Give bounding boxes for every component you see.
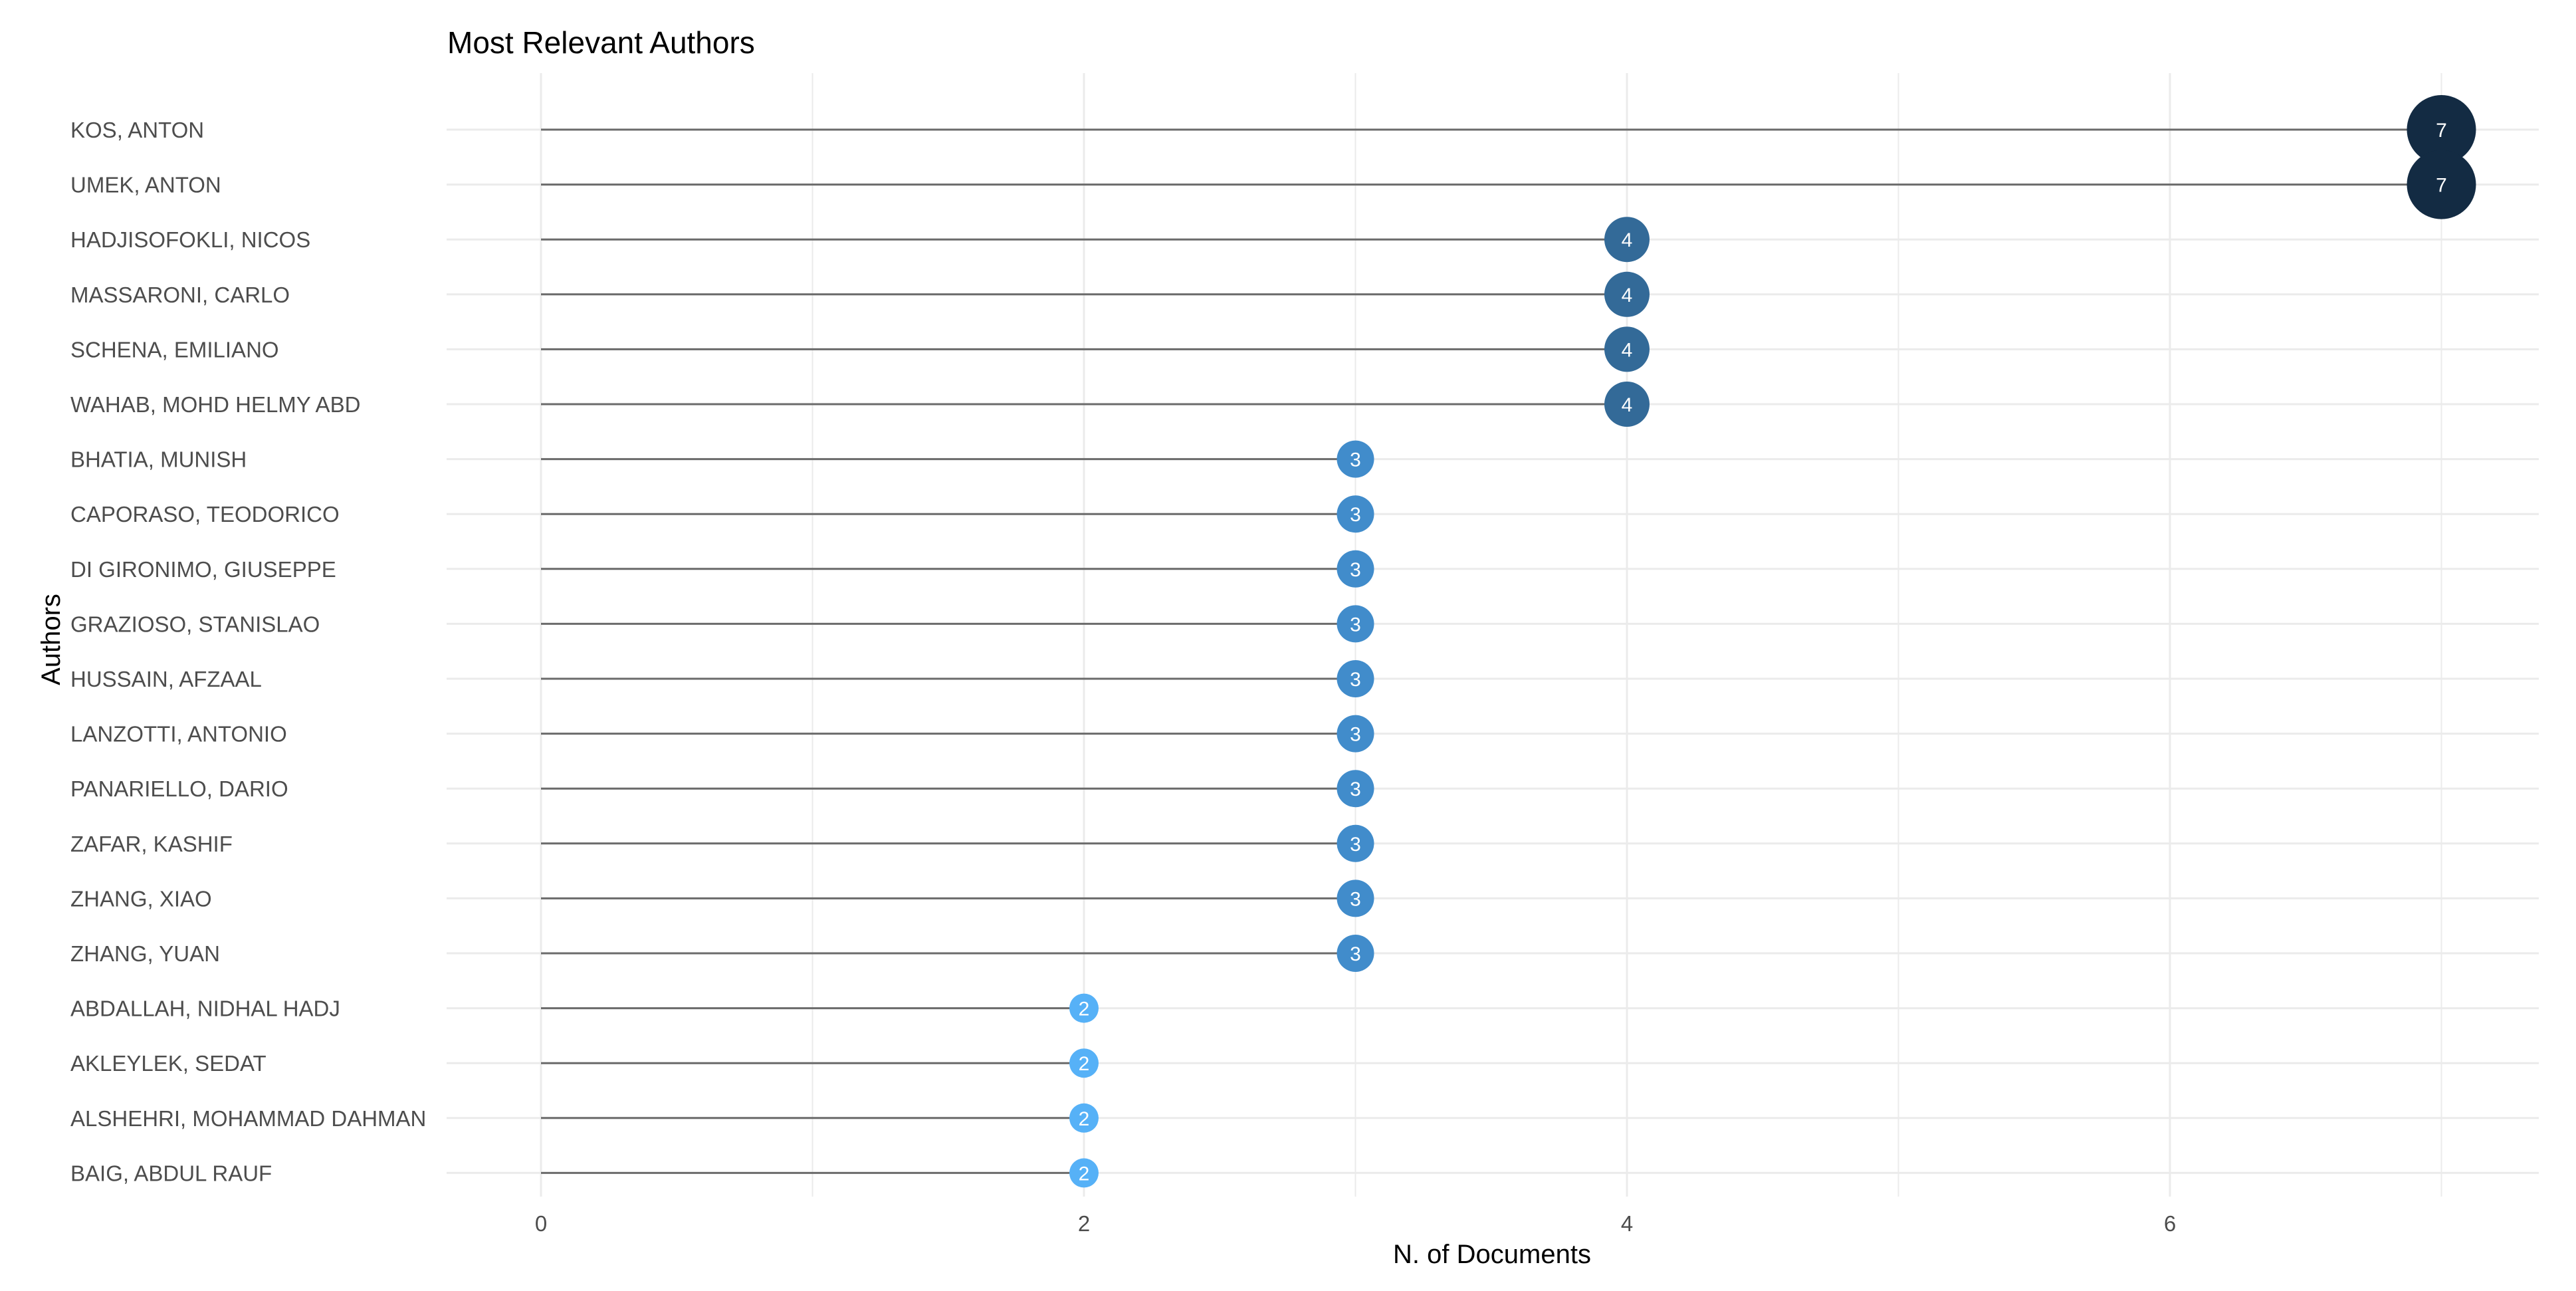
x-axis-tick-labels: 0 2 4 6 <box>535 1211 2176 1236</box>
point-layer: 7 7 4 4 4 4 3 3 3 3 3 3 3 3 3 3 2 2 2 2 <box>1069 95 2476 1188</box>
point-value-label: 7 <box>2436 120 2447 142</box>
y-tick-label: BAIG, ABDUL RAUF <box>70 1161 272 1185</box>
y-tick-label: PANARIELLO, DARIO <box>70 776 288 801</box>
lollipop-point <box>1337 715 1374 753</box>
y-axis-title: Authors <box>37 594 66 685</box>
y-tick-label: HUSSAIN, AFZAAL <box>70 667 262 691</box>
lollipop-point <box>1337 770 1374 808</box>
lollipop-point <box>2407 150 2476 219</box>
point-value-label: 2 <box>1079 1108 1090 1130</box>
point-value-label: 4 <box>1622 394 1633 416</box>
y-tick-label: ZHANG, XIAO <box>70 886 212 911</box>
chart-title: Most Relevant Authors <box>447 25 755 60</box>
grid-layer <box>447 73 2539 1197</box>
y-tick-label: KOS, ANTON <box>70 118 204 142</box>
lollipop-point <box>2407 95 2476 164</box>
lollipop-point <box>1069 1048 1099 1078</box>
lollipop-point <box>1604 326 1650 372</box>
lollipop-point <box>1069 1158 1099 1188</box>
lollipop-point <box>1604 217 1650 263</box>
y-tick-label: WAHAB, MOHD HELMY ABD <box>70 392 360 417</box>
lollipop-point <box>1337 880 1374 917</box>
x-tick-label: 2 <box>1078 1211 1090 1236</box>
y-tick-label: BHATIA, MUNISH <box>70 447 247 472</box>
lollipop-point <box>1069 993 1099 1023</box>
point-value-label: 3 <box>1350 724 1361 746</box>
point-value-label: 7 <box>2436 175 2447 197</box>
stem-layer <box>541 128 2442 1174</box>
lollipop-point <box>1604 271 1650 317</box>
lollipop-point <box>1337 550 1374 588</box>
lollipop-point <box>1337 495 1374 533</box>
point-value-label: 4 <box>1622 339 1633 361</box>
y-tick-label: GRAZIOSO, STANISLAO <box>70 612 320 636</box>
y-tick-label: ALSHEHRI, MOHAMMAD DAHMAN <box>70 1106 426 1131</box>
y-tick-label: ZAFAR, KASHIF <box>70 832 233 856</box>
point-value-label: 3 <box>1350 778 1361 800</box>
point-value-label: 3 <box>1350 834 1361 856</box>
lollipop-point <box>1337 605 1374 643</box>
y-tick-label: UMEK, ANTON <box>70 173 221 197</box>
point-value-label: 3 <box>1350 669 1361 691</box>
y-axis-tick-labels: KOS, ANTON UMEK, ANTON HADJISOFOKLI, NICOS… <box>70 118 426 1185</box>
y-tick-label: ZHANG, YUAN <box>70 941 220 966</box>
y-tick-label: ABDALLAH, NIDHAL HADJ <box>70 997 340 1021</box>
point-value-label: 3 <box>1350 888 1361 910</box>
lollipop-point <box>1337 660 1374 697</box>
y-tick-label: AKLEYLEK, SEDAT <box>70 1051 267 1076</box>
x-tick-label: 4 <box>1621 1211 1633 1236</box>
point-value-label: 4 <box>1622 285 1633 306</box>
point-value-label: 2 <box>1079 998 1090 1020</box>
point-value-label: 4 <box>1622 229 1633 251</box>
y-tick-label: DI GIRONIMO, GIUSEPPE <box>70 557 336 582</box>
point-value-label: 3 <box>1350 504 1361 526</box>
point-value-label: 3 <box>1350 559 1361 581</box>
x-tick-label: 0 <box>535 1211 547 1236</box>
y-tick-label: SCHENA, EMILIANO <box>70 337 279 362</box>
lollipop-point <box>1604 382 1650 427</box>
x-tick-label: 6 <box>2164 1211 2176 1236</box>
x-axis-title: N. of Documents <box>1393 1240 1591 1269</box>
y-tick-label: MASSARONI, CARLO <box>70 283 290 307</box>
point-value-label: 3 <box>1350 449 1361 471</box>
point-value-label: 3 <box>1350 943 1361 965</box>
point-value-label: 3 <box>1350 614 1361 636</box>
point-value-label: 2 <box>1079 1163 1090 1185</box>
point-value-label: 2 <box>1079 1053 1090 1075</box>
lollipop-point <box>1337 440 1374 478</box>
lollipop-point <box>1337 824 1374 862</box>
y-tick-label: HADJISOFOKLI, NICOS <box>70 227 310 252</box>
y-tick-label: CAPORASO, TEODORICO <box>70 502 340 527</box>
y-tick-label: LANZOTTI, ANTONIO <box>70 722 287 747</box>
lollipop-point <box>1069 1103 1099 1133</box>
lollipop-point <box>1337 935 1374 972</box>
